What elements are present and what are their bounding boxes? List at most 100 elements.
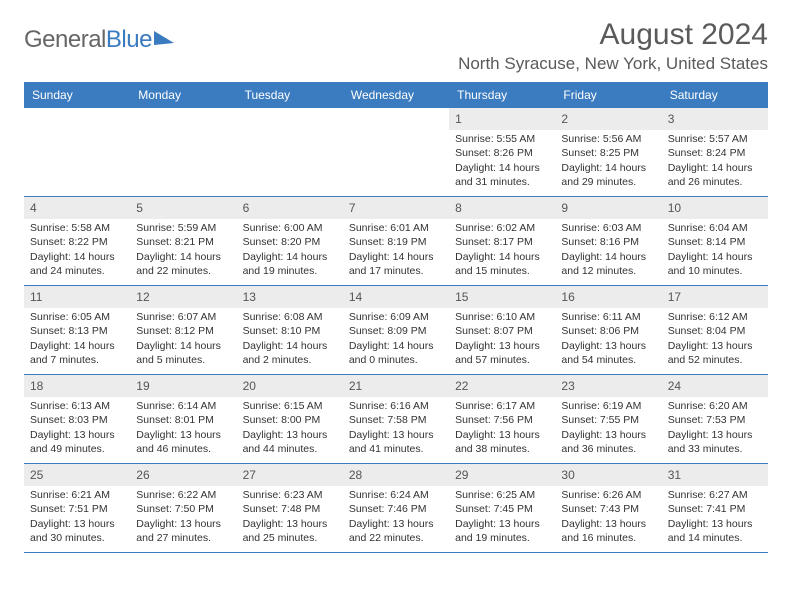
daylight-line: and 41 minutes. xyxy=(349,442,443,456)
day-cell xyxy=(343,108,449,196)
sunset-line: Sunset: 8:22 PM xyxy=(30,235,124,249)
daylight-line: and 5 minutes. xyxy=(136,353,230,367)
day-details: Sunrise: 6:27 AMSunset: 7:41 PMDaylight:… xyxy=(662,486,768,550)
weekday-header: Saturday xyxy=(662,82,768,108)
day-number: 15 xyxy=(449,286,555,308)
daylight-line: Daylight: 14 hours xyxy=(30,250,124,264)
sunset-line: Sunset: 8:09 PM xyxy=(349,324,443,338)
sunrise-line: Sunrise: 6:02 AM xyxy=(455,221,549,235)
weeks-container: 1 Sunrise: 5:55 AMSunset: 8:26 PM Daylight… xyxy=(24,108,768,553)
day-cell: 8 Sunrise: 6:02 AMSunset: 8:17 PMDaylight… xyxy=(449,197,555,285)
sunrise-line: Sunrise: 6:11 AM xyxy=(561,310,655,324)
daylight-line: Daylight: 13 hours xyxy=(455,517,549,531)
day-cell: 22Sunrise: 6:17 AMSunset: 7:56 PMDayligh… xyxy=(449,375,555,463)
day-details: Sunrise: 6:04 AMSunset: 8:14 PMDaylight:… xyxy=(662,219,768,283)
week-row: 18Sunrise: 6:13 AMSunset: 8:03 PMDayligh… xyxy=(24,375,768,464)
day-cell: 6Sunrise: 6:00 AMSunset: 8:20 PMDaylight… xyxy=(237,197,343,285)
brand-logo: GeneralBlue xyxy=(24,26,174,54)
sunset-line: Sunset: 8:14 PM xyxy=(668,235,762,249)
daylight-line: and 33 minutes. xyxy=(668,442,762,456)
brand-text: GeneralBlue xyxy=(24,26,152,54)
daylight-line: Daylight: 13 hours xyxy=(455,339,549,353)
sunset-line: Sunset: 7:50 PM xyxy=(136,502,230,516)
day-details: Sunrise: 6:16 AMSunset: 7:58 PMDaylight:… xyxy=(343,397,449,461)
day-number: 14 xyxy=(343,286,449,308)
daylight-line: Daylight: 13 hours xyxy=(136,428,230,442)
day-cell: 30Sunrise: 6:26 AMSunset: 7:43 PMDayligh… xyxy=(555,464,661,552)
daylight-line: and 0 minutes. xyxy=(349,353,443,367)
day-cell: 5Sunrise: 5:59 AMSunset: 8:21 PMDaylight… xyxy=(130,197,236,285)
weekday-header: Wednesday xyxy=(343,82,449,108)
daylight-line: Daylight: 13 hours xyxy=(668,428,762,442)
day-cell: 21Sunrise: 6:16 AMSunset: 7:58 PMDayligh… xyxy=(343,375,449,463)
weekday-header: Monday xyxy=(130,82,236,108)
daylight-line: Daylight: 14 hours xyxy=(243,339,337,353)
week-row: 25Sunrise: 6:21 AMSunset: 7:51 PMDayligh… xyxy=(24,464,768,553)
sunset-line: Sunset: 8:19 PM xyxy=(349,235,443,249)
day-details: Sunrise: 5:57 AMSunset: 8:24 PMDaylight:… xyxy=(662,130,768,194)
day-cell: 19Sunrise: 6:14 AMSunset: 8:01 PMDayligh… xyxy=(130,375,236,463)
day-number: 1 xyxy=(449,108,555,130)
sunrise-line: Sunrise: 5:59 AM xyxy=(136,221,230,235)
day-number: 2 xyxy=(555,108,661,130)
day-number: 4 xyxy=(24,197,130,219)
daylight-line: and 16 minutes. xyxy=(561,531,655,545)
week-row: 1 Sunrise: 5:55 AMSunset: 8:26 PM Daylight… xyxy=(24,108,768,197)
day-details: Sunrise: 6:21 AMSunset: 7:51 PMDaylight:… xyxy=(24,486,130,550)
daylight-line: Daylight: 14 hours xyxy=(668,250,762,264)
daylight-line: and 31 minutes. xyxy=(455,175,549,189)
day-cell xyxy=(24,108,130,196)
daylight-line: and 17 minutes. xyxy=(349,264,443,278)
daylight-line: Daylight: 13 hours xyxy=(561,339,655,353)
sunrise-line: Sunrise: 5:55 AM xyxy=(455,132,549,146)
day-details: Sunrise: 6:08 AMSunset: 8:10 PMDaylight:… xyxy=(237,308,343,372)
daylight-line: Daylight: 14 hours xyxy=(30,339,124,353)
sunrise-line: Sunrise: 5:58 AM xyxy=(30,221,124,235)
daylight-line: and 24 minutes. xyxy=(30,264,124,278)
day-cell: 13Sunrise: 6:08 AMSunset: 8:10 PMDayligh… xyxy=(237,286,343,374)
day-cell: 23Sunrise: 6:19 AMSunset: 7:55 PMDayligh… xyxy=(555,375,661,463)
sunrise-line: Sunrise: 6:22 AM xyxy=(136,488,230,502)
daylight-line: and 19 minutes. xyxy=(455,531,549,545)
week-row: 4Sunrise: 5:58 AMSunset: 8:22 PMDaylight… xyxy=(24,197,768,286)
day-number: 13 xyxy=(237,286,343,308)
day-number: 24 xyxy=(662,375,768,397)
sunrise-line: Sunrise: 6:08 AM xyxy=(243,310,337,324)
sunrise-line: Sunrise: 6:10 AM xyxy=(455,310,549,324)
sunset-line: Sunset: 8:06 PM xyxy=(561,324,655,338)
daylight-line: Daylight: 14 hours xyxy=(455,250,549,264)
daylight-line: Daylight: 13 hours xyxy=(136,517,230,531)
sunset-line: Sunset: 8:12 PM xyxy=(136,324,230,338)
day-number: 8 xyxy=(449,197,555,219)
sunrise-line: Sunrise: 6:25 AM xyxy=(455,488,549,502)
brand-triangle-icon xyxy=(154,29,174,45)
sunrise-line: Sunrise: 6:07 AM xyxy=(136,310,230,324)
daylight-line: Daylight: 14 hours xyxy=(349,339,443,353)
daylight-line: Daylight: 14 hours xyxy=(561,161,655,175)
sunrise-line: Sunrise: 6:21 AM xyxy=(30,488,124,502)
sunset-line: Sunset: 8:10 PM xyxy=(243,324,337,338)
day-number: 30 xyxy=(555,464,661,486)
day-cell: 20Sunrise: 6:15 AMSunset: 8:00 PMDayligh… xyxy=(237,375,343,463)
sunset-line: Sunset: 7:43 PM xyxy=(561,502,655,516)
day-cell: 27Sunrise: 6:23 AMSunset: 7:48 PMDayligh… xyxy=(237,464,343,552)
day-number: 26 xyxy=(130,464,236,486)
day-details: Sunrise: 5:56 AMSunset: 8:25 PMDaylight:… xyxy=(555,130,661,194)
sunset-line: Sunset: 7:45 PM xyxy=(455,502,549,516)
sunset-line: Sunset: 8:26 PM xyxy=(455,146,549,160)
sunset-line: Sunset: 8:17 PM xyxy=(455,235,549,249)
daylight-line: and 22 minutes. xyxy=(136,264,230,278)
location-line: North Syracuse, New York, United States xyxy=(458,54,768,74)
day-cell: 24Sunrise: 6:20 AMSunset: 7:53 PMDayligh… xyxy=(662,375,768,463)
sunset-line: Sunset: 8:20 PM xyxy=(243,235,337,249)
sunrise-line: Sunrise: 6:12 AM xyxy=(668,310,762,324)
day-number: 10 xyxy=(662,197,768,219)
daylight-line: and 22 minutes. xyxy=(349,531,443,545)
daylight-line: and 38 minutes. xyxy=(455,442,549,456)
day-details: Sunrise: 6:23 AMSunset: 7:48 PMDaylight:… xyxy=(237,486,343,550)
daylight-line: and 15 minutes. xyxy=(455,264,549,278)
day-details: Sunrise: 6:12 AMSunset: 8:04 PMDaylight:… xyxy=(662,308,768,372)
day-cell: 2Sunrise: 5:56 AMSunset: 8:25 PMDaylight… xyxy=(555,108,661,196)
sunset-line: Sunset: 8:25 PM xyxy=(561,146,655,160)
sunrise-line: Sunrise: 6:24 AM xyxy=(349,488,443,502)
